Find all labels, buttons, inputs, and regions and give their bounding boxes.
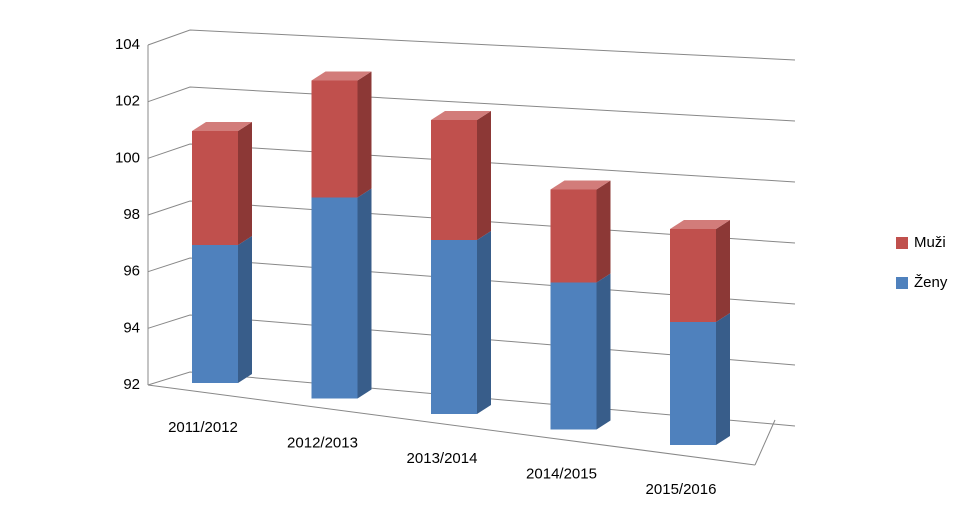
bar: [550, 282, 597, 430]
grid-line: [147, 86, 796, 122]
bar-side: [477, 111, 491, 240]
x-tick-label: 2015/2016: [646, 481, 717, 498]
y-tick-label: 94: [123, 319, 140, 336]
bar: [311, 197, 358, 399]
bar-side: [716, 220, 730, 322]
y-tick-label: 98: [123, 206, 140, 223]
bar: [550, 189, 597, 283]
bar: [670, 322, 716, 445]
bar-side: [238, 122, 252, 245]
bar-side: [477, 231, 491, 414]
bar: [431, 240, 477, 414]
floor-right-edge: [754, 419, 776, 466]
bar: [192, 131, 238, 245]
bar-side: [357, 188, 372, 399]
bar-top: [311, 71, 372, 81]
grid-line: [147, 29, 796, 61]
bar-top: [550, 180, 611, 190]
bar-side: [238, 236, 252, 383]
bar-side: [716, 313, 730, 445]
floor-front-edge: [147, 384, 756, 466]
bar: [192, 245, 238, 383]
bar-side: [596, 273, 611, 430]
y-tick-label: 92: [123, 376, 140, 393]
bar-top: [192, 122, 252, 131]
x-tick-label: 2013/2014: [407, 450, 478, 467]
grid-line: [147, 143, 796, 183]
y-tick-label: 102: [115, 93, 140, 110]
bar-side: [596, 180, 611, 283]
bar: [431, 120, 477, 240]
legend-swatch: [896, 237, 908, 249]
legend-label: Muži: [914, 234, 946, 251]
x-tick-label: 2011/2012: [168, 419, 238, 436]
bar-top: [670, 220, 730, 229]
bar-side: [357, 71, 372, 198]
y-tick-label: 100: [115, 149, 140, 166]
bar: [311, 80, 358, 198]
legend-swatch: [896, 277, 908, 289]
x-tick-label: 2012/2013: [287, 434, 358, 451]
legend-label: Ženy: [914, 274, 948, 291]
x-tick-label: 2014/2015: [526, 465, 597, 482]
y-tick-label: 104: [115, 36, 140, 53]
bar-top: [431, 111, 491, 120]
bar: [670, 229, 716, 322]
y-tick-label: 96: [123, 263, 140, 280]
